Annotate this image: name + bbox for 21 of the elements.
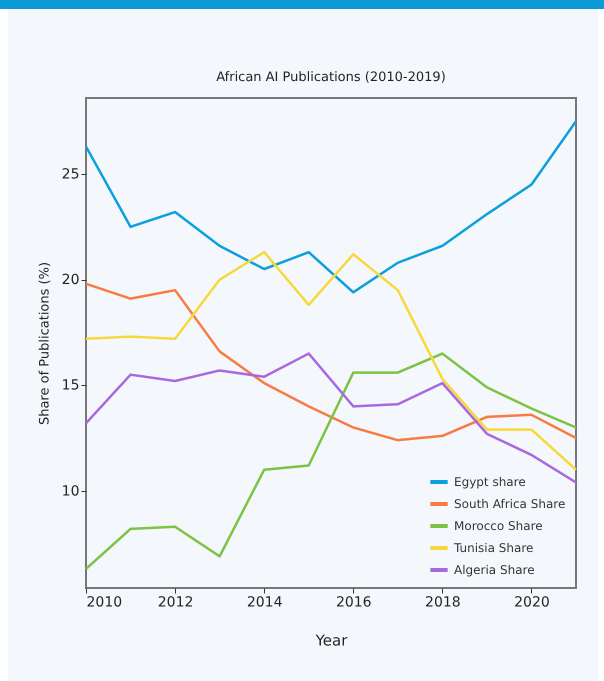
line-series [84, 250, 578, 471]
line-series [84, 120, 578, 294]
x-tick-label: 2010 [86, 594, 122, 610]
y-tick-label: 10 [62, 483, 80, 500]
y-axis-title: Share of Publications (%) [38, 262, 53, 426]
line-series [84, 282, 578, 442]
x-tick-label: 2018 [425, 594, 461, 610]
legend-label: Tunisia Share [453, 541, 534, 555]
legend-label: South Africa Share [454, 497, 566, 511]
x-tick-label: 2014 [246, 594, 283, 610]
x-tick-label: 2012 [158, 594, 194, 610]
legend-label: Algeria Share [454, 563, 535, 577]
y-tick-label: 15 [62, 378, 80, 394]
y-tick-label: 20 [62, 272, 80, 288]
y-tick-label: 25 [62, 166, 80, 183]
x-axis-title: Year [314, 632, 348, 650]
chart-title: African AI Publications (2010-2019) [216, 70, 446, 85]
legend-label: Egypt share [454, 475, 526, 489]
legend-label: Morocco Share [454, 519, 543, 533]
x-tick-label: 2016 [336, 594, 372, 610]
x-tick-label: 2020 [514, 594, 550, 610]
